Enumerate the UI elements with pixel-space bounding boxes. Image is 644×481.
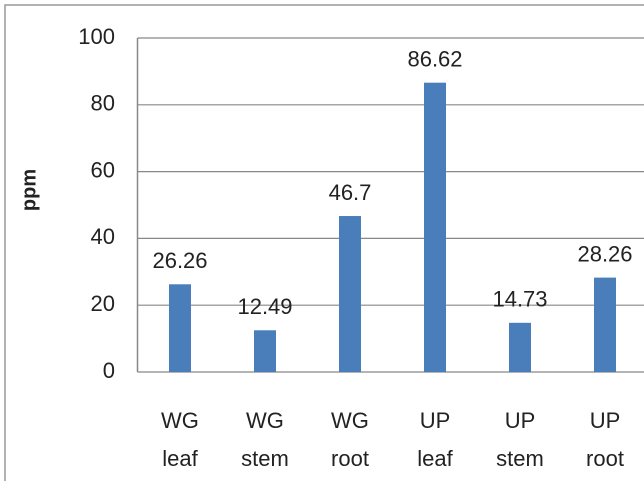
y-tick-label: 20 (91, 291, 115, 316)
data-label: 46.7 (329, 180, 372, 205)
data-label: 28.26 (577, 241, 632, 266)
x-tick-line: stem (241, 446, 289, 471)
x-tick-line: WG (331, 408, 369, 433)
x-tick-line: UP (420, 408, 451, 433)
bar (594, 277, 616, 372)
y-tick-label: 60 (91, 157, 115, 182)
bar (254, 330, 276, 372)
y-tick-label: 80 (91, 91, 115, 116)
x-tick-label: WG leaf (161, 408, 199, 471)
x-tick-label: UP root (586, 408, 624, 471)
y-tick-label: 40 (91, 224, 115, 249)
x-tick-line: UP (505, 408, 536, 433)
bar (424, 82, 446, 372)
frame (4, 4, 644, 481)
bar (509, 322, 531, 372)
x-tick-label: UP leaf (417, 408, 453, 471)
x-tick-line: leaf (417, 446, 453, 471)
y-tick-label: 100 (78, 24, 115, 49)
bar (339, 216, 361, 372)
data-label: 26.26 (152, 248, 207, 273)
bar (169, 284, 191, 372)
y-axis-label: ppm (18, 169, 40, 211)
data-label: 12.49 (237, 294, 292, 319)
x-tick-line: root (331, 446, 369, 471)
x-tick-line: WG (246, 408, 284, 433)
x-tick-line: UP (590, 408, 621, 433)
x-tick-line: root (586, 446, 624, 471)
data-label: 14.73 (492, 287, 547, 312)
x-tick-line: stem (496, 446, 544, 471)
x-tick-label: UP stem (496, 408, 544, 471)
x-tick-line: WG (161, 408, 199, 433)
x-tick-label: WG root (331, 408, 369, 471)
y-tick-label: 0 (103, 358, 115, 383)
data-label: 86.62 (407, 47, 462, 72)
x-tick-label: WG stem (241, 408, 289, 471)
x-tick-line: leaf (162, 446, 198, 471)
